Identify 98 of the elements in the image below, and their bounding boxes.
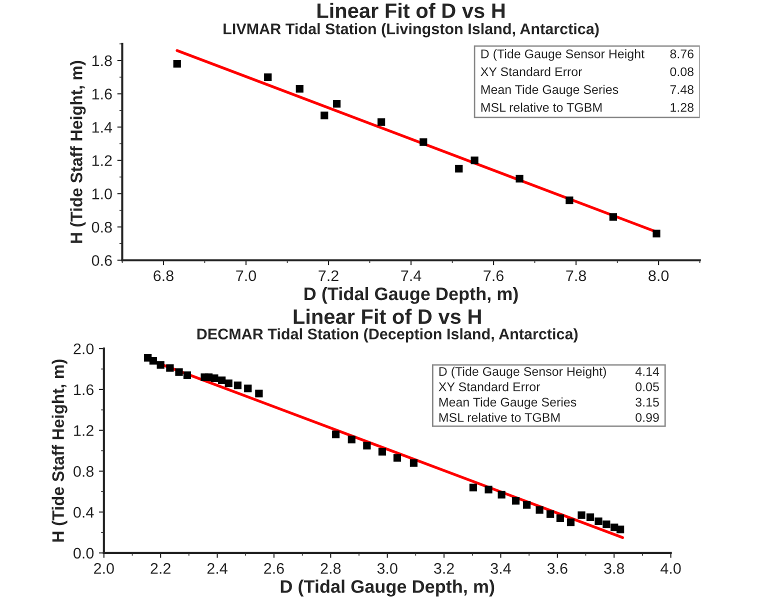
x-tick-label: 3.4 [490, 563, 511, 574]
x-tick-label: 7.8 [566, 270, 586, 282]
point [173, 60, 181, 68]
x-tick-label: 2.8 [320, 563, 341, 574]
point [616, 526, 624, 534]
x-axis-title: D (Tidal Gauge Depth, m) [304, 286, 518, 304]
x-tick-label: 7.0 [236, 270, 256, 282]
point [523, 501, 531, 509]
point [652, 230, 660, 238]
point [264, 73, 272, 81]
y-tick-label: 0.8 [92, 222, 112, 233]
annotation: 1.28 [670, 103, 694, 112]
point [484, 486, 492, 494]
point [332, 100, 341, 108]
annotation: XY Standard Error [480, 66, 582, 76]
x-tick-label: 3.8 [604, 563, 624, 574]
y-tick-label: 0.4 [74, 506, 94, 518]
point [586, 513, 594, 521]
point [183, 371, 192, 379]
y-axis-title: H (Tide Staff Height, m) [70, 60, 86, 243]
point [470, 156, 478, 164]
point [210, 374, 218, 382]
y-tick-label: 1.6 [92, 88, 112, 100]
annotation: Mean Tide Gauge Series [481, 84, 618, 96]
x-tick-label: 3.2 [434, 563, 454, 574]
annotation: 0.08 [670, 67, 694, 76]
y-tick-label: 1.6 [74, 384, 94, 396]
y-axis-title: H (Tide Staff Height, m) [52, 360, 68, 542]
point [255, 390, 263, 398]
point [166, 364, 174, 372]
point [420, 138, 428, 146]
x-axis-title: D (Tidal Gauge Depth, m) [280, 580, 494, 597]
annotation: D (Tide Gauge Sensor Height) [439, 366, 606, 378]
point [455, 164, 463, 172]
y-tick-label: 0.8 [74, 466, 94, 477]
chart-title: Linear Fit of D vs H [294, 308, 481, 324]
chart-subtitle: DECMAR Tidal Station (Deception Island, Antarctica) [197, 328, 578, 342]
point [156, 361, 164, 369]
annotation: D (Tide Gauge Sensor Height [481, 49, 644, 61]
annotation: MSL relative to TGBM [481, 102, 602, 112]
point [393, 454, 402, 462]
point [149, 357, 158, 365]
chart-subtitle: LIVMAR Tidal Station (Livingston Island, Antarctica) [224, 23, 599, 38]
point [348, 436, 356, 444]
annotation: 0.99 [636, 413, 659, 422]
y-tick-label: 1.4 [92, 122, 112, 133]
y-tick-label: 1.2 [92, 155, 112, 166]
x-tick-label: 2.4 [207, 563, 228, 574]
point [218, 376, 226, 384]
annotation: MSL relative to TGBM [439, 412, 560, 422]
annotation: 0.05 [636, 382, 659, 392]
y-tick-label: 0.6 [92, 255, 112, 266]
x-tick-label: 3.0 [377, 563, 398, 574]
point [536, 506, 544, 514]
y-tick-label: 0.0 [74, 548, 94, 559]
annotation: 4.14 [635, 367, 660, 376]
point [556, 514, 564, 522]
point [566, 196, 574, 204]
point [609, 213, 617, 221]
point [498, 490, 506, 498]
annotation: Mean Tide Gauge Series [439, 397, 576, 410]
point [469, 484, 478, 492]
point [410, 459, 418, 467]
point [378, 118, 386, 126]
x-tick-label: 7.4 [401, 270, 422, 282]
annotation: 8.76 [670, 49, 694, 58]
point [546, 510, 554, 518]
point [578, 511, 586, 519]
x-tick-label: 2.2 [150, 563, 170, 574]
point [602, 520, 610, 528]
point [594, 517, 602, 526]
point [363, 442, 371, 450]
point [234, 382, 242, 390]
point [566, 518, 575, 526]
y-tick-label: 1.2 [74, 425, 94, 436]
x-tick-label: 4.0 [660, 563, 681, 574]
x-tick-label: 7.6 [484, 270, 504, 282]
x-tick-label: 3.6 [547, 563, 568, 574]
x-tick-label: 7.2 [318, 270, 338, 282]
point [516, 174, 524, 182]
y-tick-label: 1.0 [92, 188, 112, 200]
chart-title: Linear Fit of D vs H [318, 2, 505, 18]
x-tick-label: 6.8 [154, 270, 174, 282]
x-tick-label: 8.0 [648, 270, 669, 282]
point [175, 368, 183, 376]
point [224, 380, 232, 388]
annotation: XY Standard Error [438, 382, 540, 392]
point [320, 112, 328, 120]
y-tick-label: 2.0 [74, 343, 94, 354]
point [332, 430, 340, 438]
point [244, 384, 252, 392]
point [512, 497, 520, 505]
x-tick-label: 2.6 [264, 563, 284, 574]
point [378, 448, 386, 456]
y-tick-label: 1.8 [92, 55, 112, 66]
annotation: 7.48 [670, 85, 694, 94]
point [296, 85, 304, 93]
annotation: 3.15 [636, 398, 659, 407]
